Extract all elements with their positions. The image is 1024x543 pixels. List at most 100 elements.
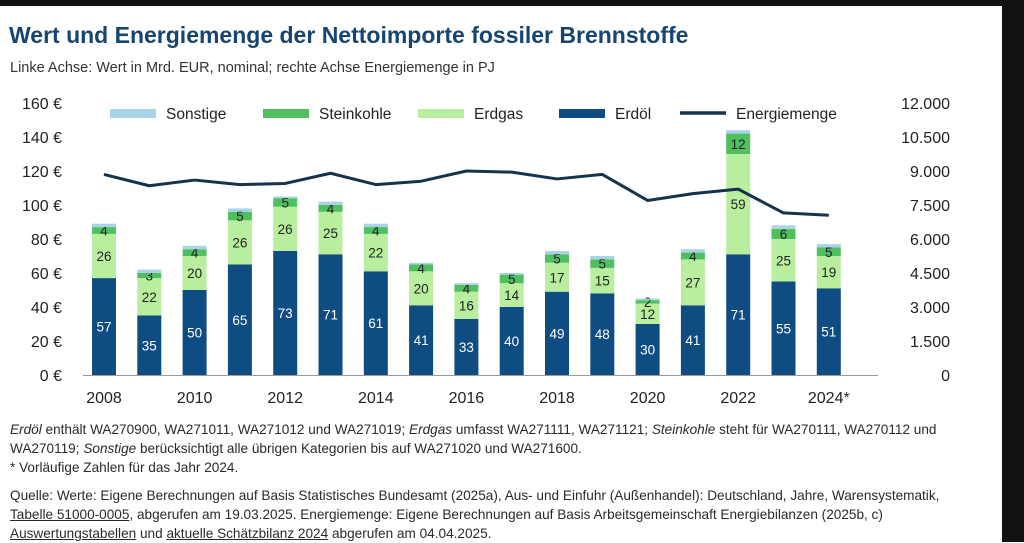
bar-segment-erdöl bbox=[726, 254, 751, 375]
bar-data-label-erdöl: 49 bbox=[549, 326, 564, 341]
y-left-tick-label: 140 € bbox=[22, 130, 62, 147]
bar-segment-erdöl bbox=[454, 318, 479, 375]
bar-segment-steinkohle bbox=[545, 254, 569, 263]
bar-segment-sonstige bbox=[680, 249, 705, 253]
bar-segment-erdgas bbox=[590, 267, 615, 294]
bar-segment-steinkohle bbox=[499, 274, 524, 284]
bar-segment-sonstige bbox=[454, 283, 479, 285]
bar-segment-sonstige bbox=[318, 201, 343, 205]
bar-segment-sonstige bbox=[363, 223, 388, 228]
bar-data-label-steinkohle: 12 bbox=[731, 137, 746, 152]
bar-segment-steinkohle bbox=[454, 284, 479, 292]
note-erdgas-text: umfasst WA271111, WA271121; bbox=[452, 422, 652, 437]
preliminary-note: * Vorläufige Zahlen für das Jahr 2024. bbox=[10, 460, 239, 475]
source-link-table[interactable]: Tabelle 51000-0005 bbox=[10, 507, 130, 522]
source-text-a: Quelle: Werte: Eigene Berechnungen auf B… bbox=[10, 488, 940, 503]
legend-swatch-erdöl bbox=[559, 109, 605, 118]
legend-swatch-sonstige bbox=[110, 109, 156, 118]
bar-data-label-erdgas: 14 bbox=[504, 288, 520, 303]
bar-segment-sonstige bbox=[635, 298, 660, 301]
bar-segment-steinkohle bbox=[227, 211, 252, 221]
bar-data-label-erdgas: 12 bbox=[640, 307, 655, 322]
bar-data-label-erdöl: 30 bbox=[640, 343, 655, 358]
bar-data-label-erdgas: 27 bbox=[685, 275, 700, 290]
bar-segment-erdgas bbox=[635, 303, 660, 324]
source-link-tables[interactable]: Auswertungstabellen bbox=[10, 526, 137, 541]
bar-data-label-steinkohle: 4 bbox=[689, 249, 697, 264]
x-tick-label: 2020 bbox=[630, 390, 666, 407]
note-sonstige-text: berücksichtigt alle übrigen Kategorien b… bbox=[136, 441, 582, 456]
bar-data-label-erdöl: 51 bbox=[821, 325, 836, 340]
bar-data-label-steinkohle: 5 bbox=[236, 209, 244, 224]
bar-segment-sonstige bbox=[92, 223, 116, 228]
bar-segment-sonstige bbox=[409, 262, 434, 265]
note-steinkohle-text: steht für WA270111, WA270112 und WA27011… bbox=[10, 422, 937, 456]
bar-segment-erdöl bbox=[545, 291, 569, 375]
y-right-tick-label: 4.500 bbox=[910, 266, 950, 283]
y-left-tick-label: 60 € bbox=[31, 266, 62, 283]
bar-data-label-steinkohle: 5 bbox=[599, 257, 607, 272]
bar-data-label-erdgas: 26 bbox=[278, 222, 293, 237]
bar-segment-steinkohle bbox=[273, 198, 298, 207]
bar-data-label-erdöl: 40 bbox=[504, 334, 519, 349]
bar-data-label-erdgas: 25 bbox=[323, 226, 338, 241]
legend-label-steinkohle: Steinkohle bbox=[319, 106, 391, 123]
bar-segment-erdöl bbox=[816, 288, 841, 375]
bar-data-label-erdgas: 26 bbox=[232, 235, 247, 250]
y-right-tick-label: 6.000 bbox=[910, 232, 950, 249]
bar-data-label-steinkohle: 4 bbox=[463, 281, 471, 296]
bar-segment-erdgas bbox=[273, 206, 298, 251]
bar-segment-sonstige bbox=[816, 244, 841, 248]
bar-data-label-steinkohle: 5 bbox=[553, 252, 561, 267]
bar-segment-erdöl bbox=[363, 271, 388, 375]
bar-data-label-erdöl: 41 bbox=[685, 333, 700, 348]
bar-segment-erdöl bbox=[92, 278, 116, 375]
bar-data-label-steinkohle: 6 bbox=[780, 227, 788, 242]
chart-title: Wert und Energiemenge der Nettoimporte f… bbox=[9, 22, 689, 48]
bar-segment-sonstige bbox=[771, 225, 796, 229]
source-link-estimate[interactable]: aktuelle Schätzbilanz 2024 bbox=[166, 526, 329, 541]
bar-data-label-erdgas: 22 bbox=[368, 246, 383, 261]
bar-data-label-erdöl: 33 bbox=[459, 340, 474, 355]
bar-segment-erdöl bbox=[635, 324, 660, 375]
bar-segment-erdöl bbox=[227, 264, 252, 375]
bar-segment-sonstige bbox=[182, 245, 207, 250]
bar-segment-erdgas bbox=[92, 233, 116, 279]
x-tick-label: 2012 bbox=[267, 390, 303, 407]
x-tick-label: 2018 bbox=[539, 390, 575, 407]
bar-data-label-erdöl: 55 bbox=[776, 321, 791, 336]
bar-data-label-erdöl: 71 bbox=[731, 308, 746, 323]
legend-label-erdöl: Erdöl bbox=[615, 106, 651, 123]
right-frame-bar bbox=[1002, 0, 1024, 542]
bar-data-label-steinkohle: 4 bbox=[372, 224, 380, 239]
bar-segment-erdgas bbox=[499, 283, 524, 307]
bar-segment-erdöl bbox=[680, 305, 705, 375]
x-tick-label: 2022 bbox=[720, 390, 756, 407]
bar-segment-erdgas bbox=[771, 239, 796, 282]
bar-segment-sonstige bbox=[590, 256, 615, 260]
bar-data-label-erdgas: 59 bbox=[731, 197, 746, 212]
bar-segment-sonstige bbox=[545, 250, 569, 255]
energiemenge-line bbox=[103, 169, 829, 217]
y-left-tick-label: 80 € bbox=[31, 232, 62, 249]
bar-segment-sonstige bbox=[726, 130, 751, 134]
chart-canvas: 0 € 20 € 40 € 60 € 80 € 100 € 120 € 140 € 160 € 0… bbox=[22, 96, 950, 407]
bar-segment-erdgas bbox=[409, 271, 434, 306]
bar-segment-erdgas bbox=[182, 256, 207, 290]
bar-data-label-erdgas: 20 bbox=[187, 266, 202, 281]
bar-segment-sonstige bbox=[273, 196, 298, 199]
source-text-b: , abgerufen am 19.03.2025. Energiemenge:… bbox=[129, 507, 883, 522]
bar-segment-erdöl bbox=[137, 315, 162, 375]
top-frame-bar bbox=[0, 0, 1024, 6]
y-right-tick-label: 9.000 bbox=[910, 164, 950, 181]
y-right-tick-label: 12.000 bbox=[901, 96, 950, 113]
bar-data-label-steinkohle: 4 bbox=[100, 224, 108, 239]
y-right-tick-label: 1.500 bbox=[910, 334, 950, 351]
bar-segment-steinkohle bbox=[726, 133, 751, 154]
bar-data-label-erdgas: 16 bbox=[459, 298, 474, 313]
bar-data-label-erdgas: 17 bbox=[549, 270, 564, 285]
bar-segment-erdöl bbox=[318, 254, 343, 375]
bar-data-label-steinkohle: 2 bbox=[644, 295, 652, 310]
bar-data-label-steinkohle: 5 bbox=[508, 272, 516, 287]
bar-data-label-erdgas: 26 bbox=[96, 249, 111, 264]
